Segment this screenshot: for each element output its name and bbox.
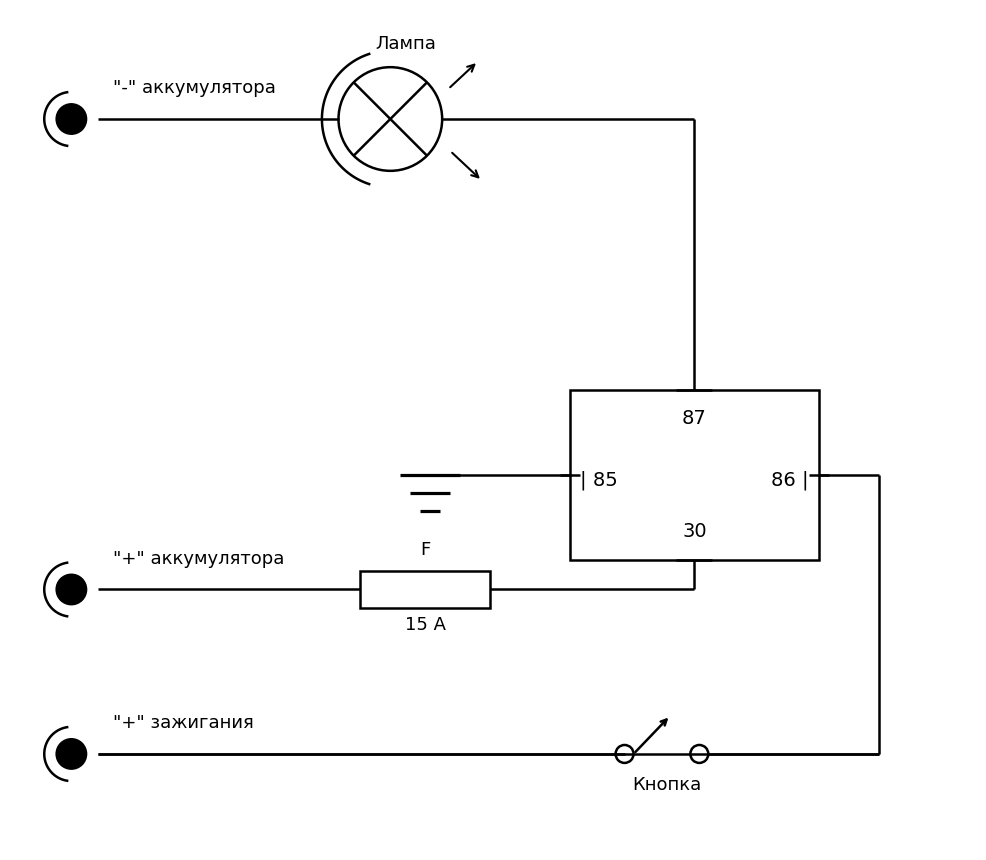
Bar — [570, 390, 819, 560]
Circle shape — [55, 574, 88, 605]
Text: "-" аккумулятора: "-" аккумулятора — [113, 79, 276, 97]
Text: "+" аккумулятора: "+" аккумулятора — [113, 550, 285, 568]
Text: 30: 30 — [682, 522, 707, 541]
Text: 86 |: 86 | — [771, 470, 809, 489]
Text: Кнопка: Кнопка — [632, 776, 702, 794]
Text: | 85: | 85 — [580, 470, 617, 489]
Text: 15 А: 15 А — [404, 617, 446, 635]
Text: 87: 87 — [682, 408, 707, 427]
Text: F: F — [420, 541, 430, 559]
Text: Лампа: Лампа — [375, 35, 436, 53]
Bar — [361, 570, 490, 608]
Circle shape — [55, 738, 88, 770]
Circle shape — [55, 103, 88, 135]
Text: "+" зажигания: "+" зажигания — [113, 714, 254, 732]
